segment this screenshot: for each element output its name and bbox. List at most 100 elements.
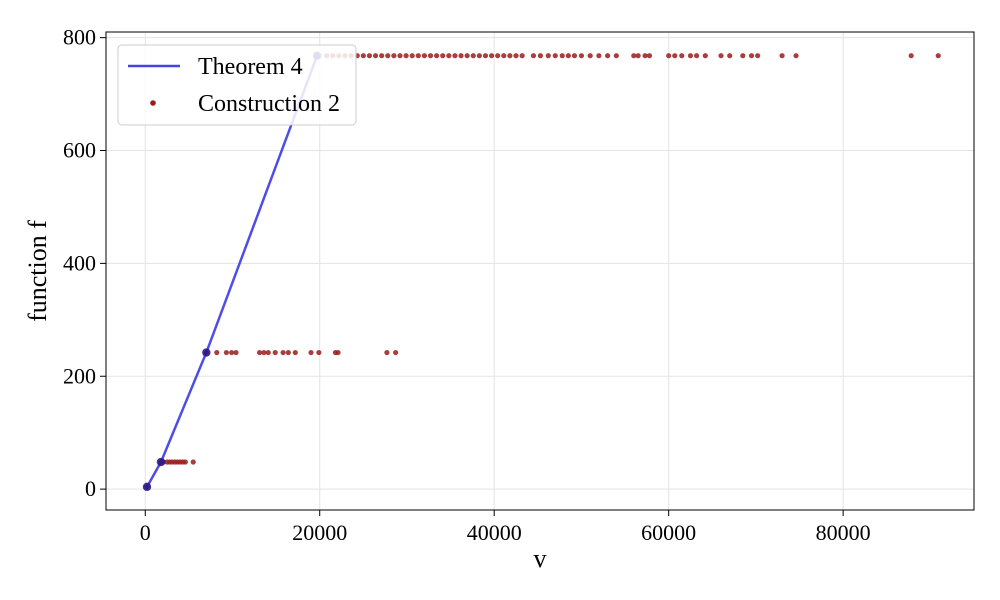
y-tick-label: 200 — [63, 363, 96, 388]
construction-2-point — [285, 349, 291, 356]
construction-2-point — [415, 53, 421, 59]
construction-2-point — [360, 53, 366, 59]
construction-2-point — [440, 53, 446, 59]
construction-2-point — [421, 53, 428, 59]
construction-2-point — [908, 53, 914, 59]
construction-2-point — [434, 53, 440, 59]
y-tick-label: 0 — [85, 476, 96, 501]
construction-2-point — [605, 53, 611, 59]
construction-2-point — [679, 53, 685, 59]
construction-2-point — [182, 459, 188, 465]
construction-2-point — [537, 53, 544, 59]
legend-dot-swatch — [150, 100, 156, 106]
construction-2-point — [476, 53, 482, 59]
construction-2-point — [666, 53, 672, 59]
construction-2-point — [545, 53, 551, 59]
construction-2-point — [385, 53, 391, 59]
legend: Theorem 4 Construction 2 — [117, 44, 357, 126]
construction-2-point — [488, 53, 495, 59]
construction-2-point — [292, 349, 298, 356]
x-tick-label: 60000 — [641, 520, 696, 545]
construction-2-point — [631, 53, 637, 59]
x-tick-label: 40000 — [467, 520, 522, 545]
legend-entry-construction-2: Construction 2 — [198, 91, 340, 117]
construction-2-point — [366, 53, 373, 59]
construction-2-point — [635, 53, 641, 59]
construction-2-point — [464, 53, 470, 59]
construction-2-point — [393, 349, 399, 356]
construction-2-point — [571, 53, 578, 59]
theorem-line-layer — [145, 55, 319, 488]
construction-2-point — [223, 349, 229, 356]
construction-2-point — [280, 349, 286, 356]
construction-2-point — [452, 53, 458, 59]
y-axis-label: function f — [23, 220, 52, 322]
construction-2-point — [748, 53, 755, 59]
construction-2-point — [507, 53, 513, 59]
construction-2-point — [265, 349, 271, 356]
legend-entry-theorem-4: Theorem 4 — [198, 54, 303, 80]
construction-2-point — [613, 53, 619, 59]
construction-2-point — [755, 53, 761, 59]
construction-2-point — [316, 349, 322, 356]
y-tick-label: 800 — [63, 25, 96, 50]
construction-2-point — [935, 53, 941, 59]
construction-2-point — [793, 53, 799, 59]
plot-area-frame — [105, 31, 975, 511]
x-tick-label: 80000 — [816, 520, 871, 545]
construction-2-point — [256, 349, 263, 356]
construction-2-point — [470, 53, 476, 59]
construction-2-point — [229, 349, 235, 356]
construction-2-point — [427, 53, 434, 59]
construction-2-point — [446, 53, 452, 59]
construction-2-point — [687, 53, 694, 59]
construction-2-point — [552, 53, 558, 59]
construction-2-point — [190, 459, 196, 465]
y-tick-label: 400 — [63, 250, 96, 275]
y-tick-label: 600 — [63, 138, 96, 163]
construction-2-point — [530, 53, 537, 59]
construction-2-point — [727, 53, 733, 59]
theorem-4-vertex — [156, 457, 166, 467]
construction-2-point — [335, 349, 341, 356]
construction-2-point — [482, 53, 489, 59]
construction-2-point — [519, 53, 525, 59]
construction-2-point — [261, 349, 267, 356]
x-tick-label: 0 — [140, 520, 151, 545]
construction-2-point — [391, 53, 397, 59]
grid — [106, 32, 974, 510]
construction-2-point — [646, 53, 653, 59]
construction-2-point — [403, 53, 409, 59]
construction-2-point — [384, 349, 390, 356]
theorem-4-vertex — [202, 348, 211, 357]
construction-2-point — [779, 53, 785, 59]
construction-2-point — [214, 349, 220, 356]
construction-2-point — [272, 349, 278, 356]
theorem-4-line — [145, 55, 319, 488]
construction-2-point — [565, 53, 571, 59]
construction-2-point — [642, 53, 648, 59]
construction-2-point — [379, 53, 385, 59]
construction-2-point — [672, 53, 678, 59]
construction-2-point — [397, 53, 403, 59]
x-tick-label: 20000 — [292, 520, 347, 545]
construction-2-point — [693, 53, 700, 59]
construction-2-point — [495, 53, 501, 59]
construction-2-point — [702, 53, 708, 59]
construction-2-point — [409, 53, 415, 59]
construction-2-point — [559, 53, 565, 59]
construction-2-point — [513, 53, 519, 59]
construction-2-point — [587, 53, 593, 59]
construction-2-point — [718, 53, 724, 59]
construction-2-point — [596, 53, 602, 59]
construction-2-point — [458, 53, 464, 59]
construction-2-point — [308, 349, 314, 356]
construction-2-point — [740, 53, 746, 59]
theorem-4-vertex — [142, 482, 152, 492]
construction-2-point — [372, 53, 379, 59]
construction-2-point — [501, 53, 507, 59]
construction-2-point — [578, 53, 585, 59]
ticks: 0 20000 40000 60000 80000 0 200 400 600 800 — [63, 25, 871, 545]
x-axis-label: v — [534, 544, 547, 573]
